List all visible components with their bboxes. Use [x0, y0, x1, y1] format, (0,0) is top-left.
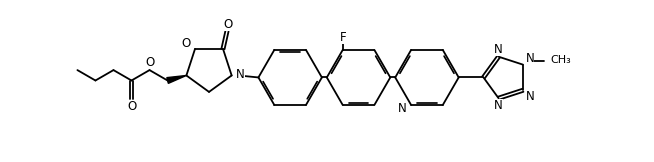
Text: F: F [339, 31, 346, 44]
Text: N: N [398, 102, 407, 115]
Text: N: N [494, 99, 503, 112]
Text: N: N [526, 52, 534, 65]
Polygon shape [167, 75, 186, 83]
Text: N: N [236, 68, 245, 81]
Text: O: O [182, 37, 191, 50]
Text: CH₃: CH₃ [551, 55, 572, 65]
Text: O: O [127, 100, 136, 113]
Text: O: O [223, 18, 233, 31]
Text: N: N [526, 90, 534, 103]
Text: O: O [145, 56, 154, 69]
Text: N: N [494, 43, 503, 56]
